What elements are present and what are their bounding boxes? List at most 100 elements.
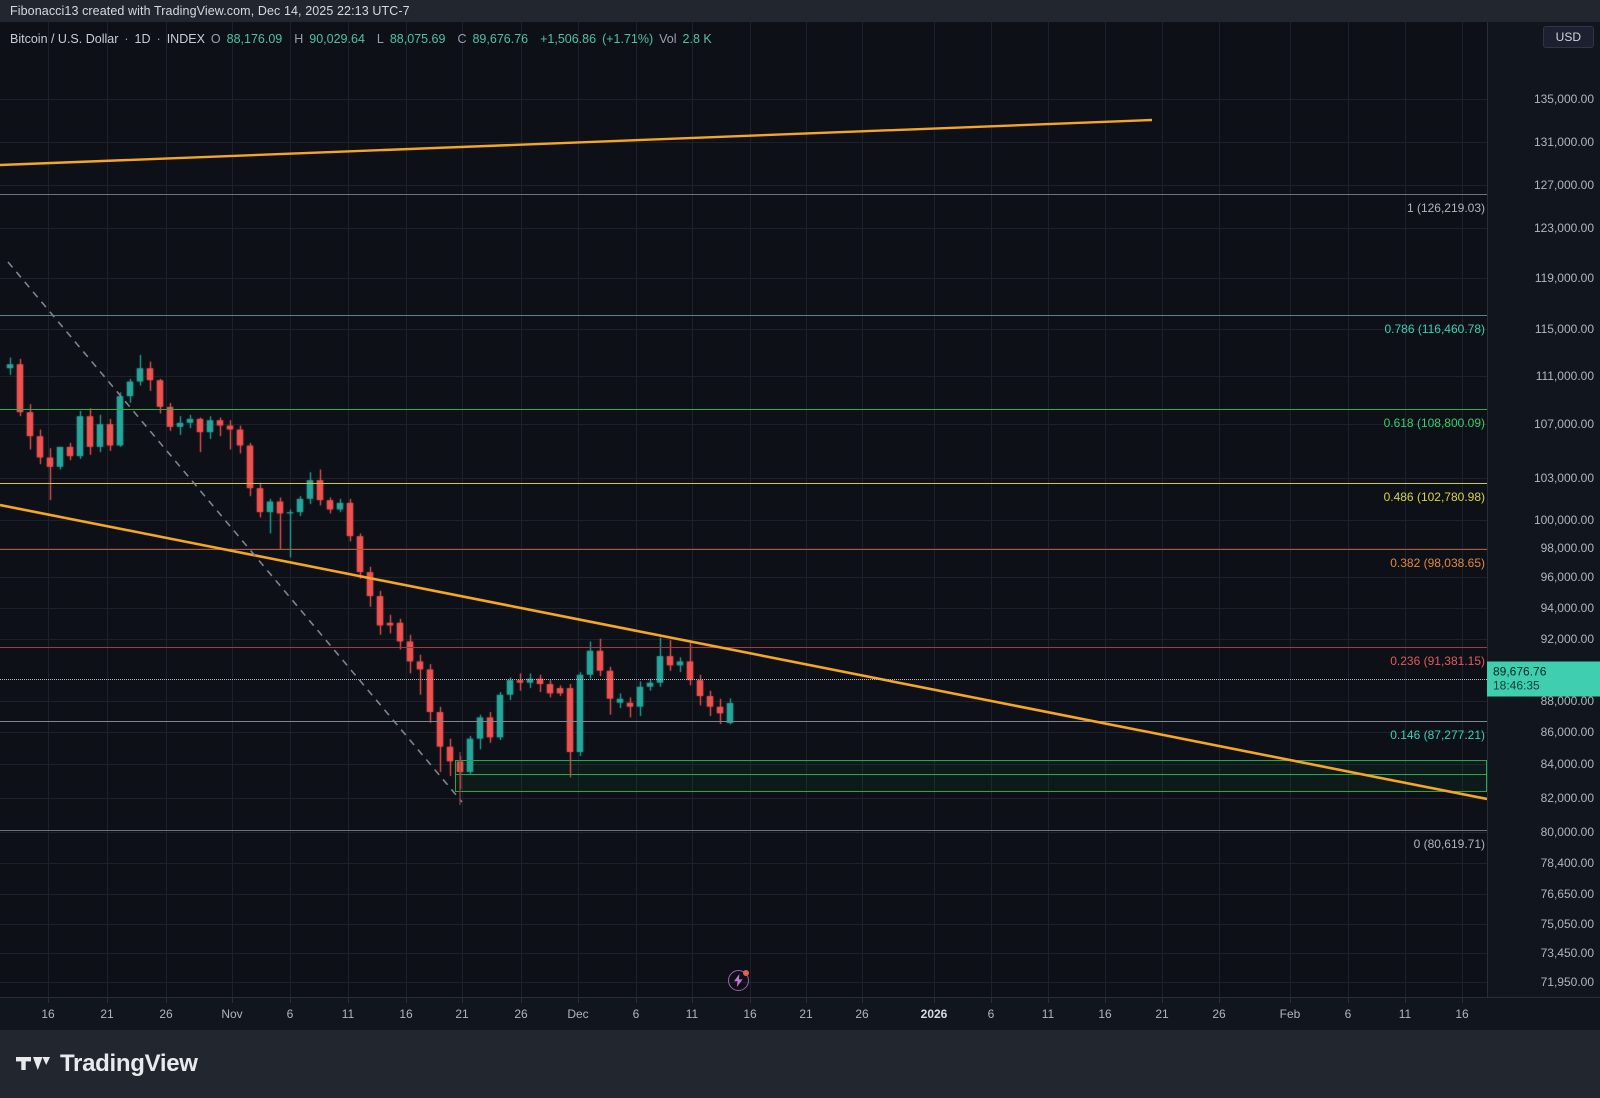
- lightning-bolt-icon[interactable]: [728, 970, 749, 991]
- candlestick-series: [0, 22, 1487, 997]
- fib-level-line[interactable]: [0, 721, 1487, 722]
- legend-close-value: 89,676.76: [472, 32, 529, 46]
- price-axis-label: 127,000.00: [1533, 178, 1594, 192]
- time-axis-label: 6: [632, 1007, 640, 1021]
- time-axis-tick: [521, 998, 522, 1003]
- price-axis-label: 76,650.00: [1540, 887, 1594, 901]
- time-axis-label: 16: [1098, 1007, 1112, 1021]
- time-axis-label: 21: [799, 1007, 813, 1021]
- legend-close: C 89,676.76: [457, 32, 534, 46]
- price-axis-label: 86,000.00: [1540, 725, 1594, 739]
- bolt-glyph: [734, 974, 743, 987]
- time-axis-label: 2026: [920, 1007, 948, 1021]
- tradingview-logo-icon: [16, 1057, 50, 1070]
- chart-legend: Bitcoin / U.S. Dollar · 1D · INDEX O 88,176.09…: [10, 32, 724, 46]
- marker-alert-dot: [743, 970, 749, 976]
- time-axis-tick: [406, 998, 407, 1003]
- legend-open: O 88,176.09: [211, 32, 288, 46]
- time-axis-label: 21: [1155, 1007, 1169, 1021]
- time-axis-label: 11: [1041, 1007, 1055, 1021]
- price-axis-label: 73,450.00: [1540, 946, 1594, 960]
- fib-level-line[interactable]: [0, 830, 1487, 831]
- fib-level-line[interactable]: [0, 315, 1487, 316]
- legend-change-pct: (+1.71%): [602, 32, 654, 46]
- time-axis-tick: [1219, 998, 1220, 1003]
- time-axis-tick: [462, 998, 463, 1003]
- time-axis-label: 26: [514, 1007, 528, 1021]
- legend-low: L 88,075.69: [377, 32, 452, 46]
- price-axis-label: 131,000.00: [1533, 135, 1594, 149]
- legend-high-label: H: [294, 32, 304, 46]
- price-axis-label: 98,000.00: [1540, 541, 1594, 555]
- time-axis-tick: [107, 998, 108, 1003]
- fib-level-line[interactable]: [0, 483, 1487, 484]
- fib-level-line[interactable]: [0, 647, 1487, 648]
- chart-shell: 1 (126,219.03) 0.786 (116,460.78) 0.618 (1…: [0, 22, 1600, 1030]
- time-axis-label: 16: [1455, 1007, 1469, 1021]
- footer-bar: TradingView: [0, 1030, 1600, 1098]
- time-axis-tick: [806, 998, 807, 1003]
- chart-pane[interactable]: 1 (126,219.03) 0.786 (116,460.78) 0.618 (1…: [0, 22, 1487, 997]
- fib-level-label: 0.236 (91,381.15): [1390, 654, 1485, 668]
- time-axis-label: 11: [685, 1007, 699, 1021]
- time-axis-tick: [991, 998, 992, 1003]
- time-axis-tick: [934, 998, 935, 1003]
- legend-open-label: O: [210, 32, 221, 46]
- time-axis-label: 16: [399, 1007, 413, 1021]
- bar-countdown: 18:46:35: [1493, 678, 1540, 693]
- price-axis[interactable]: USD 135,000.00 131,000.00 127,000.00 123,00…: [1487, 22, 1600, 1018]
- time-axis-label: 26: [1212, 1007, 1226, 1021]
- attribution-text: Fibonacci13 created with TradingView.com…: [10, 4, 410, 18]
- legend-volume-label: Vol: [659, 32, 677, 46]
- time-axis-tick: [290, 998, 291, 1003]
- time-axis-label: 16: [41, 1007, 55, 1021]
- current-price-tag[interactable]: 89,676.76 18:46:35: [1487, 661, 1600, 697]
- currency-badge[interactable]: USD: [1542, 26, 1594, 48]
- time-axis-label: Feb: [1279, 1007, 1301, 1021]
- fib-level-line[interactable]: [0, 194, 1487, 195]
- fib-level-line[interactable]: [0, 549, 1487, 550]
- legend-open-value: 88,176.09: [226, 32, 283, 46]
- legend-low-label: L: [376, 32, 384, 46]
- price-axis-label: 115,000.00: [1534, 322, 1594, 336]
- legend-high: H 90,029.64: [294, 32, 371, 46]
- legend-interval: 1D: [134, 32, 151, 46]
- price-axis-label: 123,000.00: [1533, 221, 1594, 235]
- legend-exchange: INDEX: [166, 32, 205, 46]
- time-axis-tick: [166, 998, 167, 1003]
- demand-zone-rectangle[interactable]: [455, 760, 1487, 792]
- time-axis-label: 16: [743, 1007, 757, 1021]
- time-axis-label: 11: [1398, 1007, 1412, 1021]
- price-axis-label: 111,000.00: [1535, 369, 1594, 383]
- legend-symbol: Bitcoin / U.S. Dollar: [10, 32, 119, 46]
- time-axis-tick: [1462, 998, 1463, 1003]
- fib-level-line[interactable]: [0, 409, 1487, 410]
- price-axis-label: 75,050.00: [1540, 917, 1594, 931]
- time-axis-label: 11: [341, 1007, 355, 1021]
- current-price-value: 89,676.76: [1493, 664, 1547, 679]
- time-axis-tick: [578, 998, 579, 1003]
- time-axis-label: 21: [455, 1007, 469, 1021]
- fib-level-label: 0.618 (108,800.09): [1383, 416, 1485, 430]
- time-axis[interactable]: 16 21 26 Nov 6 11 16 21 26 Dec 6 11 16 21 26 2026 6 11 16 2…: [0, 997, 1600, 1030]
- time-axis-tick: [750, 998, 751, 1003]
- fib-level-label: 1 (126,219.03): [1406, 201, 1485, 215]
- time-axis-tick: [862, 998, 863, 1003]
- legend-volume-value: 2.8 K: [682, 32, 712, 46]
- time-axis-tick: [232, 998, 233, 1003]
- price-axis-label: 88,000.00: [1540, 694, 1594, 708]
- legend-sep-1: ·: [124, 32, 129, 46]
- fib-level-label: 0 (80,619.71): [1413, 837, 1485, 851]
- price-axis-label: 119,000.00: [1534, 271, 1594, 285]
- attribution-bar: Fibonacci13 created with TradingView.com…: [0, 0, 1600, 22]
- time-axis-label: 6: [1344, 1007, 1352, 1021]
- legend-close-label: C: [457, 32, 467, 46]
- time-axis-tick: [1290, 998, 1291, 1003]
- time-axis-label: 21: [100, 1007, 114, 1021]
- time-axis-label: Dec: [567, 1007, 589, 1021]
- fib-level-label: 0.382 (98,038.65): [1390, 556, 1485, 570]
- fib-level-label: 0.786 (116,460.78): [1384, 322, 1485, 336]
- time-axis-tick: [692, 998, 693, 1003]
- demand-zone-midline: [455, 774, 1487, 775]
- legend-low-value: 88,075.69: [389, 32, 446, 46]
